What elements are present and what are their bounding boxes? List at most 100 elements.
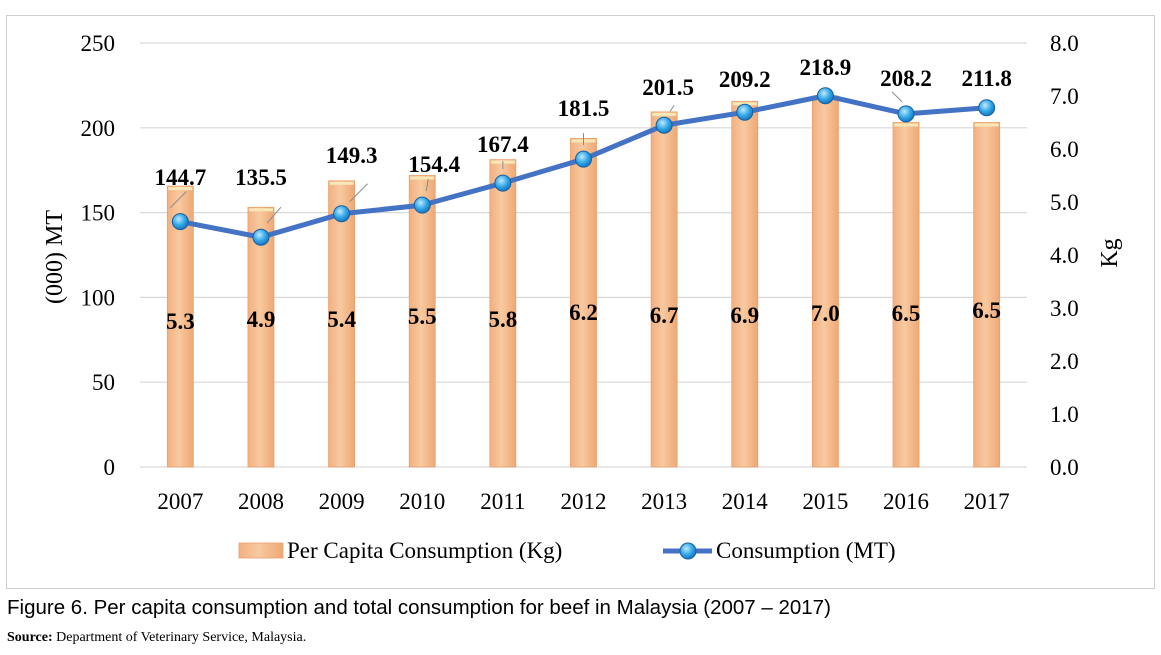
leader-line [349, 183, 368, 203]
line-value-label: 167.4 [477, 132, 529, 157]
legend-swatch-bar [238, 542, 284, 559]
line-value-label: 211.8 [961, 66, 1011, 91]
combo-chart: 5.3 4.9 5.4 5.5 5.8 6.2 6.7 6.9 7.0 6.5 6.5 144.7 1… [42, 31, 1123, 563]
bar-rect [489, 159, 517, 468]
bar-rect [650, 111, 678, 468]
x-tick-label: 2016 [883, 489, 929, 514]
line-value-label: 154.4 [408, 152, 460, 177]
x-tick-label: 2010 [399, 489, 445, 514]
y-right-tick-label: 7.0 [1050, 84, 1079, 109]
x-tick-label: 2017 [964, 489, 1010, 514]
line-point-marker [575, 150, 592, 168]
y-right-tick-label: 1.0 [1050, 402, 1079, 427]
y-right-tick-label: 2.0 [1050, 349, 1079, 374]
bar [570, 137, 597, 468]
x-tick-label: 2014 [722, 489, 769, 514]
leader-line [891, 91, 903, 103]
line-value-label: 209.2 [719, 67, 771, 92]
bar-value-label: 6.9 [730, 303, 759, 328]
bar-rect [731, 100, 759, 468]
line-value-label: 149.3 [326, 143, 378, 168]
x-tick-label: 2007 [157, 489, 203, 514]
line-value-label: 218.9 [800, 55, 852, 80]
bars [166, 95, 1001, 468]
bar-top-highlight [168, 187, 193, 191]
y-left-tick-label: 150 [81, 201, 116, 226]
bar [408, 175, 436, 468]
bar [247, 206, 275, 468]
leader-line [425, 179, 429, 192]
x-tick-label: 2008 [238, 489, 284, 514]
line-value-label: 201.5 [642, 75, 694, 100]
bar-rect [812, 95, 839, 468]
bar-top-highlight [894, 123, 919, 127]
legend-item-consumption: Consumption (MT) [663, 538, 896, 563]
line-value-label: 208.2 [880, 66, 932, 91]
bar-top-highlight [652, 112, 677, 116]
y-left-tick-label: 50 [92, 370, 115, 395]
bar-rect [408, 175, 436, 468]
bar-rect [247, 206, 275, 468]
bar-value-label: 4.9 [247, 307, 276, 332]
bar-rect [892, 122, 920, 468]
leader-line [266, 206, 282, 224]
legend-swatch-marker [679, 542, 697, 560]
line-point-marker [413, 196, 431, 214]
figure-caption: Figure 6. Per capita consumption and tot… [7, 596, 831, 619]
x-tick-label: 2012 [561, 489, 607, 514]
bar-value-label: 5.4 [327, 307, 356, 332]
y-right-tick-label: 5.0 [1050, 190, 1079, 215]
y-left-tick-label: 100 [81, 285, 116, 310]
line-point-marker [171, 213, 189, 231]
x-tick-label: 2015 [802, 489, 848, 514]
line-point-marker [736, 103, 754, 121]
bar-top-highlight [248, 208, 273, 212]
consumption-line [171, 87, 996, 246]
gridlines [140, 42, 1027, 468]
source-note: Source: Department of Veterinary Service… [7, 630, 306, 646]
leader-line [669, 104, 675, 112]
legend-label: Consumption (MT) [716, 538, 896, 563]
legend-label: Per Capita Consumption (Kg) [287, 538, 562, 563]
y-left-tick-label: 0 [104, 455, 116, 480]
line-point-marker [494, 174, 512, 192]
y-right-axis-title: Kg [1097, 238, 1123, 267]
bar-value-label: 5.3 [166, 309, 195, 334]
axes: 0 50 100 150 200 250 0.0 1.0 2.0 3.0 4.0 5.0 6.0 7.0 8… [42, 31, 1123, 514]
y-right-tick-label: 4.0 [1050, 243, 1079, 268]
line-point-marker [816, 87, 834, 105]
y-left-tick-label: 200 [81, 116, 116, 141]
bar [328, 180, 355, 468]
legend-item-per-capita: Per Capita Consumption (Kg) [238, 538, 562, 563]
bar [973, 122, 1001, 468]
x-tick-label: 2011 [480, 489, 525, 514]
bar-value-label: 6.7 [650, 303, 679, 328]
bar-rect [328, 180, 355, 468]
bar [166, 185, 194, 468]
source-label: Source: [7, 630, 53, 645]
line-point-marker [978, 99, 996, 117]
x-tick-label: 2013 [641, 489, 687, 514]
line-point-marker [897, 105, 915, 123]
bar-top-highlight [974, 123, 999, 127]
line-value-label: 181.5 [558, 96, 610, 121]
leader-line [169, 191, 187, 208]
bar-rect [166, 185, 194, 468]
bar [892, 122, 920, 468]
x-tick-label: 2009 [319, 489, 365, 514]
bar-top-highlight [329, 181, 354, 185]
bar-value-label: 5.5 [408, 304, 437, 329]
bar [731, 100, 759, 468]
bar-value-label: 6.5 [972, 298, 1001, 323]
bar-value-label: 5.8 [488, 307, 517, 332]
bar-rect [570, 137, 597, 468]
line-point-marker [252, 228, 270, 246]
bar-value-label: 6.5 [892, 301, 921, 326]
line-labels: 144.7 135.5 149.3 154.4 167.4 181.5 201.5 209.2… [154, 55, 1012, 224]
bar-rect [973, 122, 1001, 468]
y-left-axis-title: (000) MT [42, 210, 68, 304]
legend: Per Capita Consumption (Kg) Consumption (… [238, 538, 896, 563]
y-right-tick-label: 6.0 [1050, 137, 1079, 162]
y-right-tick-label: 3.0 [1050, 296, 1079, 321]
line-value-label: 144.7 [154, 165, 206, 190]
